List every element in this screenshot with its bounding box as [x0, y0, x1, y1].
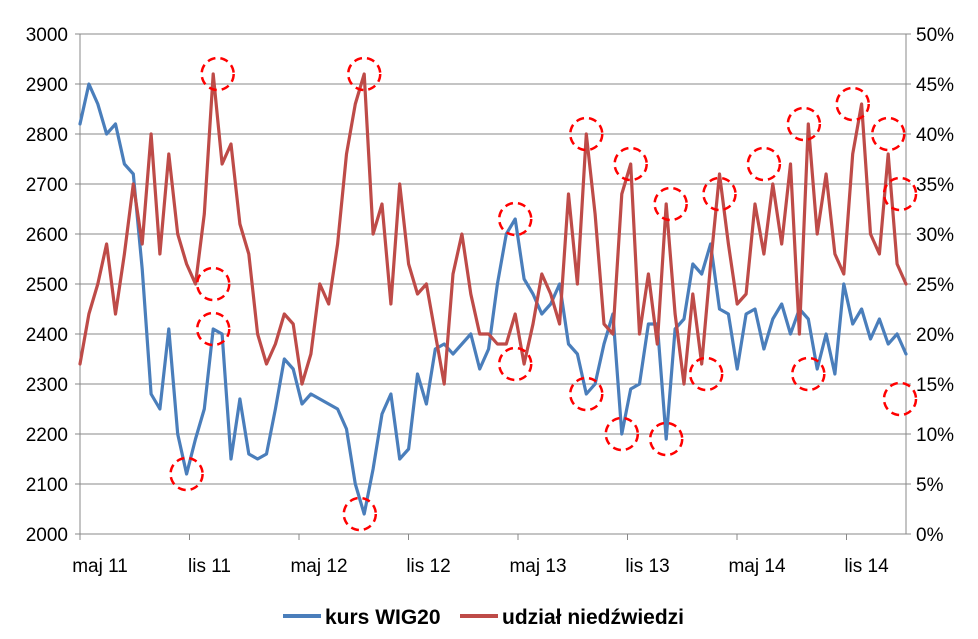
- highlight-circle: [786, 106, 822, 142]
- right-tick-label: 30%: [916, 225, 954, 246]
- x-tick-label: lis 14: [844, 556, 889, 577]
- highlight-circle: [688, 356, 724, 392]
- x-tick-label: lis 13: [625, 556, 669, 577]
- left-tick-label: 2500: [26, 275, 68, 296]
- legend: kurs WIG20 udział niedźwiedzi: [283, 606, 684, 629]
- highlight-circle: [195, 266, 231, 302]
- left-tick-label: 2800: [26, 125, 68, 146]
- left-tick-label: 2600: [26, 225, 68, 246]
- highlight-circle: [169, 456, 204, 492]
- x-tick-label: lis 11: [188, 556, 231, 577]
- right-tick-label: 50%: [916, 25, 954, 46]
- x-axis: maj 11 lis 11 maj 12 lis 12 maj 13 lis 13 maj …: [72, 533, 906, 577]
- highlight-circle: [791, 356, 826, 392]
- highlight-circle: [342, 496, 378, 532]
- left-tick-label: 3000: [26, 25, 68, 46]
- right-tick-label: 10%: [916, 425, 954, 446]
- left-tick-label: 2400: [26, 325, 68, 346]
- left-tick-label: 2100: [26, 475, 68, 496]
- x-tick-label: maj 11: [72, 556, 128, 577]
- right-axis: 0% 5% 10% 15% 20% 25% 30% 35% 40% 45% 50%: [905, 25, 954, 546]
- highlight-circle: [604, 416, 640, 452]
- left-tick-label: 2200: [26, 425, 68, 446]
- right-tick-label: 35%: [916, 175, 954, 196]
- left-axis: 2000 2100 2200 2300 2400 2500 2600 2700 2800 2900…: [26, 25, 81, 546]
- highlight-circle: [497, 346, 533, 382]
- x-tick-label: maj 14: [728, 556, 785, 577]
- right-tick-label: 15%: [916, 375, 954, 396]
- highlight-circle: [195, 311, 231, 347]
- highlight-circle: [569, 116, 604, 152]
- left-tick-label: 2900: [26, 75, 68, 96]
- right-tick-label: 40%: [916, 125, 954, 146]
- highlight-circle: [746, 146, 782, 182]
- left-tick-label: 2300: [26, 375, 68, 396]
- highlight-circle: [569, 376, 604, 412]
- series-layer: [78, 72, 908, 516]
- highlight-circle: [613, 146, 648, 182]
- highlight-circle: [835, 86, 870, 122]
- legend-label-udzial-niedzwiedzi: udział niedźwiedzi: [502, 606, 684, 629]
- legend-label-kurs-wig20: kurs WIG20: [325, 606, 441, 629]
- highlight-circle: [882, 176, 918, 212]
- series-line-kurs-wig20: [78, 82, 908, 516]
- right-tick-label: 20%: [916, 325, 954, 346]
- left-tick-label: 2700: [26, 175, 68, 196]
- x-tick-label: lis 12: [406, 556, 450, 577]
- highlight-circle: [870, 116, 906, 152]
- right-tick-label: 25%: [916, 275, 954, 296]
- right-tick-label: 5%: [916, 475, 944, 496]
- gridlines: [80, 33, 906, 535]
- x-tick-label: maj 13: [509, 556, 566, 577]
- highlight-circle: [648, 421, 684, 457]
- highlight-circle: [702, 176, 737, 212]
- highlight-circle: [200, 56, 235, 92]
- highlight-circle: [882, 381, 918, 417]
- circle-markers: [169, 56, 918, 532]
- left-tick-label: 2000: [26, 525, 68, 546]
- series-line-udzial-niedzwiedzi: [78, 72, 908, 386]
- highlight-circle: [653, 186, 688, 222]
- x-tick-label: maj 12: [290, 556, 347, 577]
- highlight-circle: [497, 201, 533, 237]
- right-tick-label: 45%: [916, 75, 954, 96]
- right-tick-label: 0%: [916, 525, 944, 546]
- highlight-circle: [346, 56, 382, 92]
